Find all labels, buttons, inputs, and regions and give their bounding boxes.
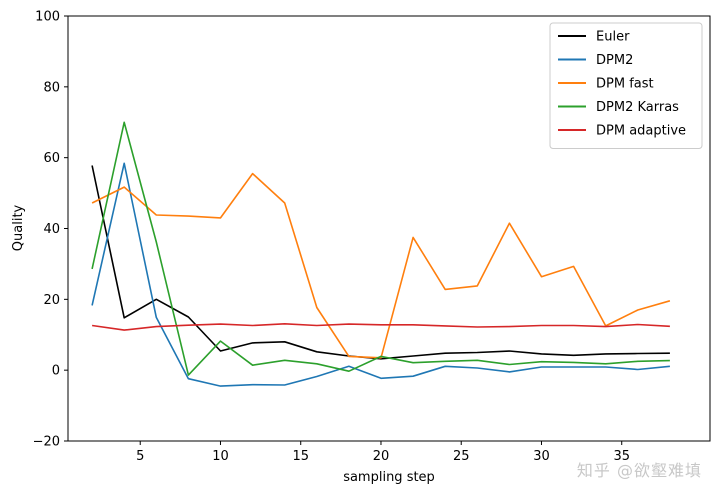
- x-axis-label: sampling step: [343, 470, 435, 485]
- x-tick-label: 25: [453, 449, 470, 464]
- y-tick-label: 20: [43, 293, 60, 308]
- series-line-dpm-fast: [91, 172, 671, 359]
- y-tick-label: 80: [43, 80, 60, 95]
- y-tick-label: 60: [43, 151, 60, 166]
- x-tick-label: 20: [373, 449, 390, 464]
- x-tick-label: 15: [292, 449, 309, 464]
- axis-ticks: 5 10 15 20 25 30 35 −20 0 20 40 60 80 100: [33, 10, 630, 465]
- y-tick-label: 100: [35, 10, 60, 25]
- legend-label: Euler: [596, 30, 630, 45]
- series-line-dpm2-karras: [91, 121, 670, 376]
- x-tick-label: 35: [613, 449, 630, 464]
- series-line-dpm-adaptive: [91, 322, 670, 331]
- legend-label: DPM2 Karras: [596, 100, 679, 115]
- legend-label: DPM fast: [596, 77, 654, 92]
- y-tick-label: 0: [52, 364, 60, 379]
- series-line-euler: [91, 165, 670, 360]
- y-axis-label: Quality: [11, 204, 26, 251]
- watermark-text: 知乎 @欲壑难填: [576, 461, 702, 480]
- series-line-dpm2: [91, 162, 670, 387]
- x-tick-label: 5: [136, 449, 144, 464]
- y-tick-label: 40: [43, 222, 60, 237]
- series-lines: [91, 121, 671, 387]
- x-tick-label: 10: [212, 449, 229, 464]
- legend-box: [549, 22, 703, 149]
- legend-label: DPM2: [596, 53, 633, 68]
- legend: Euler DPM2 DPM fast DPM2 Karras DPM adaptive: [549, 22, 703, 149]
- y-tick-label: −20: [33, 435, 60, 450]
- x-tick-label: 30: [533, 449, 550, 464]
- legend-label: DPM adaptive: [596, 124, 686, 139]
